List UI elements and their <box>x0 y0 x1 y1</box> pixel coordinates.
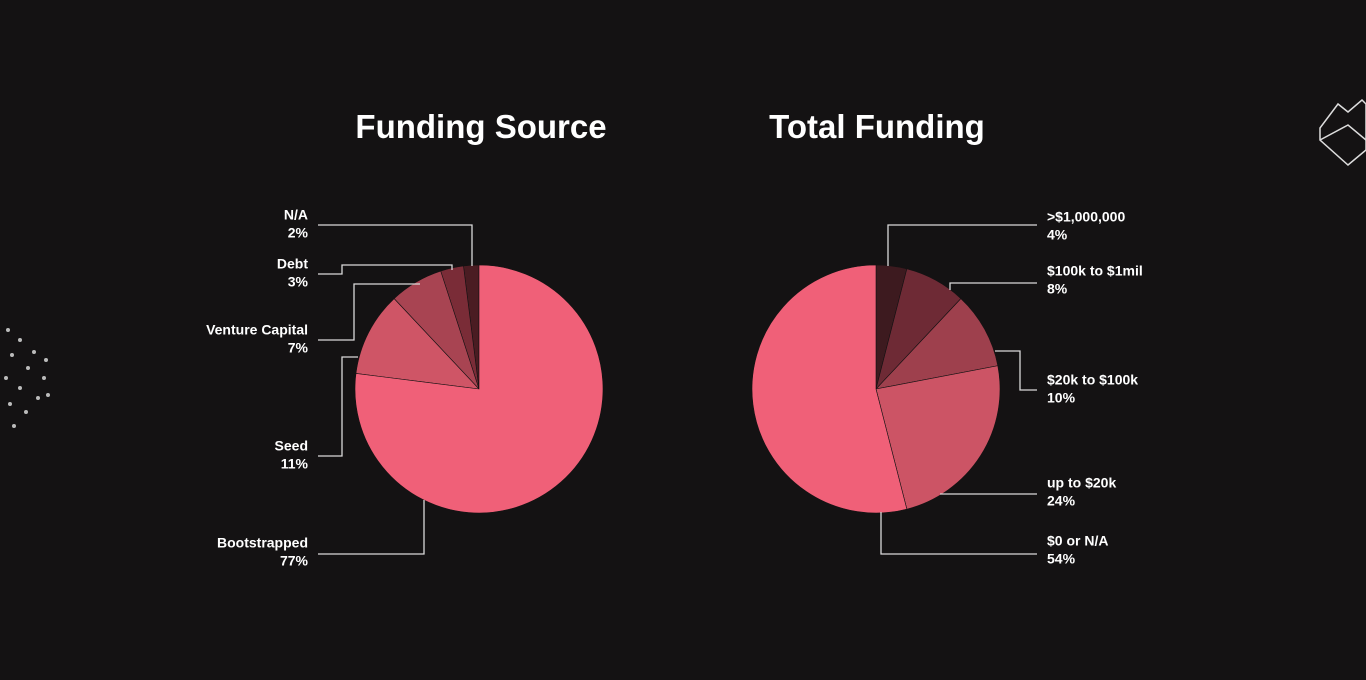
slice-label: Bootstrapped <box>217 535 308 551</box>
leader-line <box>318 264 453 275</box>
slice-label: Seed <box>275 438 308 454</box>
chart-title: Funding Source <box>355 108 606 145</box>
pie-slice <box>875 365 1001 510</box>
dot-pattern <box>4 328 50 428</box>
slice-label: $0 or N/A <box>1047 533 1108 549</box>
value-label: 3% <box>288 274 309 290</box>
leader-line <box>887 224 1037 266</box>
chart-title: Total Funding <box>769 108 985 145</box>
leader-line <box>318 356 358 457</box>
slice-label: $100k to $1mil <box>1047 263 1143 279</box>
pie-slice <box>875 298 999 390</box>
value-label: 2% <box>288 225 309 241</box>
value-label: 10% <box>1047 390 1076 406</box>
leader-line <box>318 500 425 555</box>
pie-slice <box>355 298 480 390</box>
leader-line <box>949 282 1037 290</box>
value-label: 54% <box>1047 551 1076 567</box>
slice-label: Debt <box>277 256 308 272</box>
value-label: 7% <box>288 340 309 356</box>
pie-slice <box>751 264 908 514</box>
leader-line <box>995 350 1037 391</box>
slice-label: up to $20k <box>1047 475 1116 491</box>
value-label: 24% <box>1047 493 1076 509</box>
value-label: 4% <box>1047 227 1068 243</box>
slice-label: N/A <box>284 207 308 223</box>
leader-line <box>318 224 473 266</box>
value-label: 77% <box>280 553 309 569</box>
slice-label: $20k to $100k <box>1047 372 1138 388</box>
slice-label: Venture Capital <box>206 322 308 338</box>
value-label: 11% <box>281 456 309 472</box>
leader-line <box>880 512 1037 555</box>
slice-label: >$1,000,000 <box>1047 209 1125 225</box>
house-icon <box>1319 98 1366 166</box>
leader-line <box>318 283 420 341</box>
pie-slice <box>354 264 604 514</box>
value-label: 8% <box>1047 281 1068 297</box>
